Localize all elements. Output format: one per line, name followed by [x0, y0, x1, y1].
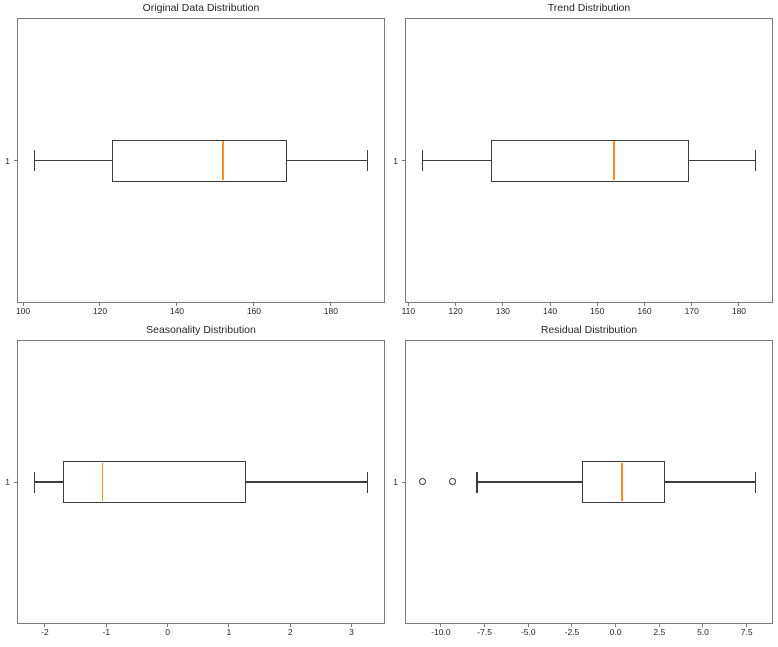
- x-tick-label: 2.5: [653, 627, 666, 637]
- whisker-high-line: [689, 159, 756, 162]
- x-tick-mark: [440, 623, 442, 627]
- x-tick-label: 170: [684, 306, 699, 316]
- x-tick-mark: [738, 302, 740, 306]
- x-tick-label: 120: [92, 306, 108, 316]
- x-tick-mark: [691, 302, 693, 306]
- whisker-high-cap: [754, 150, 757, 171]
- x-tick-label: 100: [15, 306, 31, 316]
- median-line: [612, 141, 615, 180]
- subplot-trend: Trend Distribution 1 110 120 130 140 150 160 1…: [393, 2, 773, 315]
- x-tick-mark: [746, 623, 748, 627]
- x-tick-label: 140: [542, 306, 558, 316]
- x-tick-mark: [330, 302, 332, 306]
- whisker-high-cap: [366, 150, 369, 171]
- x-tick-mark: [502, 302, 504, 306]
- subplot-seasonality: Seasonality Distribution 1 -2 -1 0 1 2 3: [5, 324, 385, 636]
- x-tick-label: 160: [246, 306, 261, 316]
- y-tick-label: 1: [393, 476, 398, 487]
- x-tick-mark: [484, 623, 486, 627]
- x-tick-mark: [105, 623, 107, 627]
- whisker-low-line: [422, 159, 491, 162]
- y-tick-label: 1: [393, 155, 398, 166]
- y-tick-mark: [402, 481, 406, 483]
- x-tick-mark: [658, 623, 660, 627]
- whisker-high-line: [246, 481, 368, 483]
- whisker-low-cap: [475, 471, 478, 493]
- median-line: [101, 462, 104, 502]
- x-tick-mark: [455, 302, 457, 306]
- y-tick-mark: [14, 160, 18, 161]
- x-tick-label: 120: [448, 306, 463, 316]
- x-tick-label: 7.5: [740, 627, 753, 637]
- y-tick-mark: [402, 160, 406, 161]
- x-tick-mark: [549, 302, 551, 306]
- chart-title: Trend Distribution: [547, 2, 631, 14]
- x-tick-label: 5.0: [697, 627, 709, 637]
- x-tick-label: 140: [169, 306, 185, 316]
- iqr-box: [111, 139, 287, 182]
- x-tick-label: -1: [102, 627, 111, 637]
- x-tick-label: 150: [590, 306, 605, 316]
- x-tick-mark: [99, 302, 101, 306]
- whisker-low-line: [476, 481, 582, 483]
- y-tick-label: 1: [5, 476, 10, 487]
- x-tick-mark: [702, 623, 704, 627]
- whisker-high-line: [286, 159, 368, 162]
- median-line: [620, 462, 623, 502]
- x-tick-label: 2: [287, 627, 293, 637]
- iqr-box: [581, 461, 665, 503]
- x-tick-label: -5.0: [520, 627, 536, 637]
- subplot-original-data: Original Data Distribution 1 100 120 140 16…: [5, 2, 385, 315]
- x-tick-mark: [351, 623, 352, 627]
- chart-title: Original Data Distribution: [142, 2, 260, 14]
- whisker-low-line: [34, 481, 63, 483]
- subplot-residual: Residual Distribution 1 -10.0 -7.5 -5.0 -2.…: [393, 324, 773, 636]
- x-tick-mark: [527, 623, 529, 627]
- x-tick-label: 180: [323, 306, 338, 316]
- chart-title: Seasonality Distribution: [146, 324, 256, 336]
- x-tick-mark: [571, 623, 573, 627]
- whisker-low-cap: [421, 150, 424, 171]
- whisker-low-cap: [33, 471, 36, 493]
- x-tick-mark: [22, 302, 24, 306]
- x-tick-label: 110: [401, 306, 416, 316]
- whisker-high-cap: [366, 471, 369, 493]
- x-tick-mark: [596, 302, 598, 306]
- x-tick-mark: [44, 623, 46, 627]
- x-tick-label: 160: [637, 306, 652, 316]
- x-tick-mark: [176, 302, 178, 306]
- x-tick-label: 0: [165, 627, 170, 637]
- whisker-low-cap: [33, 150, 36, 171]
- x-tick-label: -7.5: [477, 627, 492, 637]
- whisker-low-line: [34, 159, 112, 162]
- outlier-point: [448, 478, 456, 486]
- iqr-box: [491, 139, 690, 182]
- x-tick-mark: [289, 623, 291, 627]
- median-line: [222, 141, 224, 180]
- x-tick-mark: [615, 623, 617, 627]
- x-tick-mark: [228, 623, 230, 627]
- x-tick-label: 1: [226, 627, 232, 637]
- iqr-box: [62, 461, 247, 503]
- x-tick-mark: [167, 623, 169, 627]
- x-tick-label: 0.0: [609, 627, 622, 637]
- y-tick-mark: [14, 481, 18, 483]
- x-tick-label: 130: [495, 306, 510, 316]
- x-tick-label: -10.0: [431, 627, 451, 637]
- chart-title: Residual Distribution: [540, 324, 638, 336]
- x-tick-label: 180: [731, 306, 747, 316]
- y-tick-label: 1: [5, 155, 10, 166]
- x-tick-mark: [253, 302, 255, 306]
- whisker-high-cap: [754, 471, 757, 493]
- x-tick-label: -2.5: [564, 627, 580, 637]
- whisker-high-line: [664, 481, 756, 483]
- x-tick-label: -2: [41, 627, 49, 637]
- x-tick-label: 3: [349, 627, 354, 637]
- x-tick-mark: [643, 302, 645, 306]
- outlier-point: [418, 478, 426, 486]
- x-tick-mark: [407, 302, 409, 306]
